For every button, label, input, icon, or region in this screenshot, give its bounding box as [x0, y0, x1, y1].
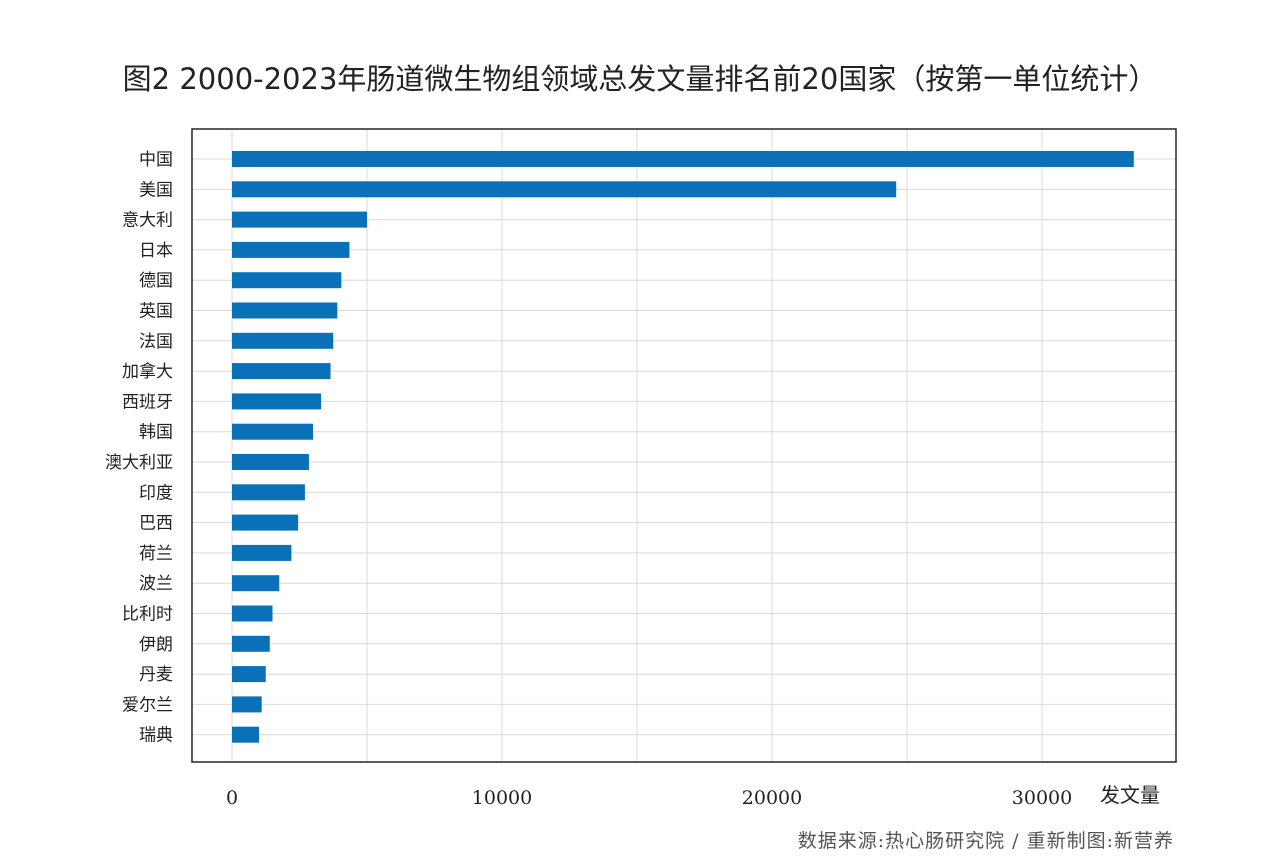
bar [232, 211, 367, 228]
bar [232, 454, 309, 470]
bar [232, 484, 305, 501]
category-label: 日本 [139, 241, 173, 261]
bars [232, 151, 1134, 743]
bar [232, 332, 334, 349]
bar [232, 605, 273, 622]
x-tick-labels: 0 10000 20000 30000 [226, 787, 1072, 809]
bar [232, 151, 1134, 167]
category-label: 比利时 [122, 605, 173, 625]
category-label: 波兰 [139, 574, 173, 594]
x-tick-label: 0 [226, 787, 238, 809]
category-label: 中国 [139, 150, 173, 170]
category-label: 德国 [139, 271, 173, 291]
category-label: 荷兰 [139, 544, 173, 564]
category-label: 丹麦 [139, 665, 173, 685]
category-label: 美国 [139, 180, 173, 200]
bar [232, 272, 342, 289]
category-label: 意大利 [122, 211, 173, 231]
x-tick-label: 20000 [742, 787, 802, 809]
category-label: 西班牙 [122, 392, 173, 412]
bar [232, 181, 897, 198]
category-labels: 中国美国意大利日本德国英国法国加拿大西班牙韩国澳大利亚印度巴西荷兰波兰比利时伊朗… [105, 150, 173, 746]
bar [232, 575, 280, 592]
category-label: 法国 [139, 332, 173, 352]
bar [232, 241, 350, 258]
category-label: 韩国 [139, 423, 173, 443]
category-label: 英国 [139, 302, 173, 322]
bar [232, 635, 270, 652]
chart-title: 图2 2000-2023年肠道微生物组领域总发文量排名前20国家（按第一单位统计… [122, 62, 1158, 96]
category-label: 澳大利亚 [105, 453, 173, 473]
category-label: 爱尔兰 [122, 695, 173, 715]
bar [232, 363, 331, 380]
source-note: 数据来源:热心肠研究院 / 重新制图:新营养 [797, 830, 1174, 852]
bar [232, 514, 299, 531]
x-tick-label: 30000 [1012, 787, 1072, 809]
x-tick-label: 10000 [472, 787, 532, 809]
bar [232, 423, 313, 440]
category-label: 巴西 [139, 514, 173, 534]
bar [232, 393, 322, 410]
bar [232, 302, 338, 319]
category-label: 伊朗 [139, 635, 173, 655]
category-label: 瑞典 [139, 726, 173, 746]
plot-frame [191, 128, 1177, 763]
category-label: 印度 [139, 483, 173, 503]
bar [232, 696, 262, 713]
x-axis-label: 发文量 [1100, 783, 1160, 807]
bar [232, 544, 292, 561]
bar [232, 726, 259, 743]
bar [232, 666, 266, 683]
category-label: 加拿大 [122, 361, 173, 382]
